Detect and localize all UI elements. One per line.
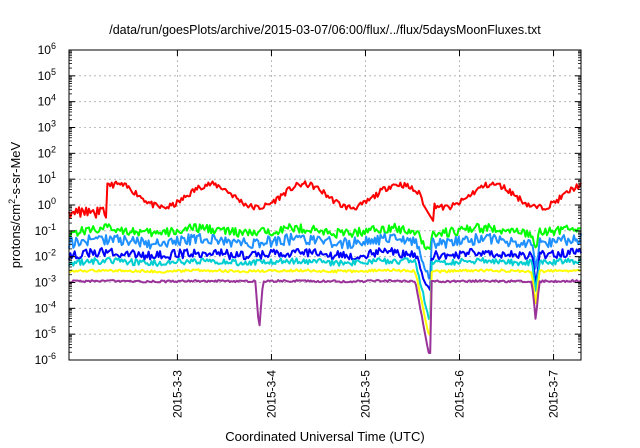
series-line-7 [69,278,582,354]
x-axis: 2015-3-3 2015-3-4 2015-3-5 2015-3-6 2015-3-7 [170,50,561,418]
y-tick-label: 10-2 [35,248,56,264]
y-tick-label: 10-3 [35,274,56,290]
y-axis-label: protons/cm2-s-sr-MeV [7,141,23,268]
y-tick-label: 10-4 [35,299,56,315]
series-line-1 [68,180,582,222]
series [68,180,582,354]
y-tick-label: 100 [38,196,56,212]
y-tick-label: 10-6 [35,351,56,367]
y-tick-label: 106 [38,41,56,57]
y-tick-label: 10-5 [35,325,56,341]
chart-title: /data/run/goesPlots/archive/2015-03-07/0… [109,23,541,37]
series-line-5 [68,256,582,320]
y-axis-label-sup: 2 [7,199,17,204]
x-tick-label: 2015-3-4 [264,370,278,418]
x-tick-label: 2015-3-3 [170,370,184,418]
x-tick-label: 2015-3-6 [453,370,467,418]
series-line-6 [68,268,582,337]
y-tick-label: 102 [38,144,56,160]
y-axis-label-base: protons/cm [8,204,23,268]
x-tick-label: 2015-3-7 [547,370,561,418]
x-axis-label: Coordinated Universal Time (UTC) [225,429,424,444]
y-tick-label: 101 [38,170,56,186]
y-tick-label: 10-1 [35,222,56,238]
x-tick-label: 2015-3-5 [358,370,372,418]
y-tick-label: 103 [38,119,56,135]
y-axis: 10-6 10-5 10-4 10-3 10-2 10-1 100 101 102 103 104 1… [35,41,581,367]
series-line-4 [68,247,582,292]
y-tick-label: 105 [38,67,56,83]
y-axis-label-rest: -s-sr-MeV [8,141,23,198]
series-line-2 [68,222,582,251]
series-line-3 [68,232,582,280]
y-tick-label: 104 [38,93,56,109]
grid [69,50,581,360]
